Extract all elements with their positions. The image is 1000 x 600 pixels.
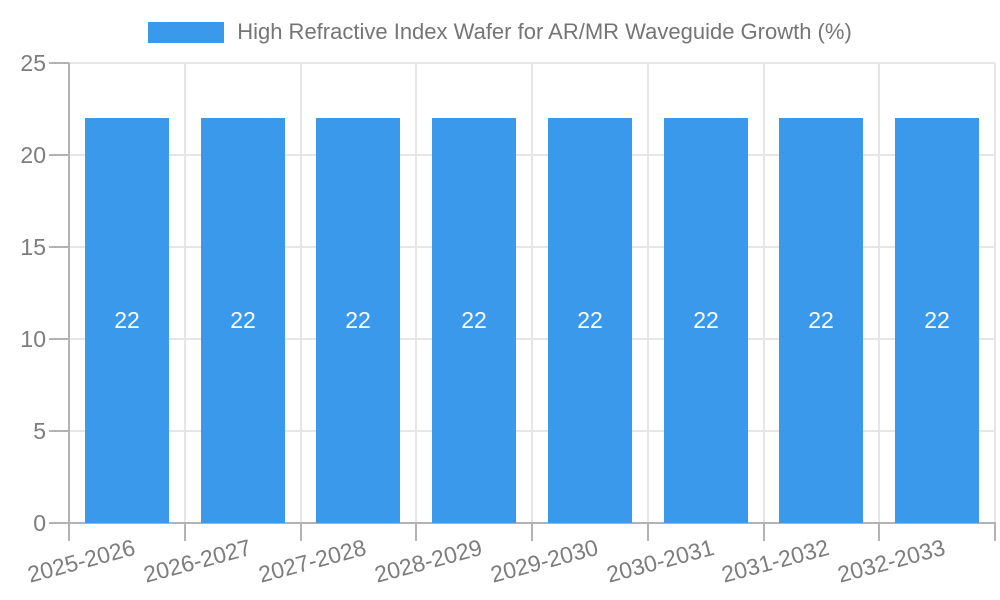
- x-axis-label: 2027-2028: [255, 534, 369, 588]
- x-tick: [531, 523, 533, 541]
- bar[interactable]: 22: [316, 118, 400, 523]
- x-axis-label: 2029-2030: [487, 534, 601, 588]
- bar-value-label: 22: [461, 307, 487, 333]
- x-gridline: [531, 63, 533, 523]
- x-tick: [415, 523, 417, 541]
- x-gridline: [647, 63, 649, 523]
- x-gridline: [994, 63, 996, 523]
- legend-swatch[interactable]: [148, 21, 225, 43]
- x-axis-line: [68, 522, 996, 524]
- bar[interactable]: 22: [664, 118, 748, 523]
- bar[interactable]: 22: [85, 118, 169, 523]
- bar[interactable]: 22: [779, 118, 863, 523]
- x-tick: [878, 523, 880, 541]
- x-axis-label: 2028-2029: [371, 534, 485, 588]
- x-axis-label: 2026-2027: [140, 534, 254, 588]
- x-tick: [994, 523, 996, 541]
- bar-value-label: 22: [693, 307, 719, 333]
- y-tick: [49, 522, 69, 524]
- x-axis-label: 2032-2033: [834, 534, 948, 588]
- y-axis-label: 15: [20, 234, 46, 260]
- y-axis-label: 5: [33, 418, 46, 444]
- bar[interactable]: 22: [548, 118, 632, 523]
- x-gridline: [184, 63, 186, 523]
- x-tick: [300, 523, 302, 541]
- y-axis-label: 25: [20, 50, 46, 76]
- bar-value-label: 22: [808, 307, 834, 333]
- y-axis-line: [68, 63, 70, 523]
- x-tick: [184, 523, 186, 541]
- bar-value-label: 22: [577, 307, 603, 333]
- chart-legend: High Refractive Index Wafer for AR/MR Wa…: [0, 20, 1000, 44]
- x-gridline: [878, 63, 880, 523]
- x-gridline: [763, 63, 765, 523]
- bar-value-label: 22: [924, 307, 950, 333]
- bar[interactable]: 22: [432, 118, 516, 523]
- y-tick: [49, 430, 69, 432]
- x-tick: [763, 523, 765, 541]
- y-tick: [49, 154, 69, 156]
- y-tick: [49, 338, 69, 340]
- y-axis-label: 20: [20, 142, 46, 168]
- bar-value-label: 22: [230, 307, 256, 333]
- y-tick: [49, 246, 69, 248]
- y-axis-label: 10: [20, 326, 46, 352]
- y-axis-label: 0: [33, 510, 46, 536]
- x-gridline: [300, 63, 302, 523]
- bar[interactable]: 22: [895, 118, 979, 523]
- bar[interactable]: 22: [201, 118, 285, 523]
- x-axis-label: 2025-2026: [24, 534, 138, 588]
- x-tick: [647, 523, 649, 541]
- y-tick: [49, 62, 69, 64]
- x-tick: [68, 523, 70, 541]
- bar-value-label: 22: [345, 307, 371, 333]
- x-gridline: [415, 63, 417, 523]
- x-axis-label: 2030-2031: [603, 534, 717, 588]
- legend-label[interactable]: High Refractive Index Wafer for AR/MR Wa…: [237, 19, 852, 44]
- bar-value-label: 22: [114, 307, 140, 333]
- x-axis-label: 2031-2032: [718, 534, 832, 588]
